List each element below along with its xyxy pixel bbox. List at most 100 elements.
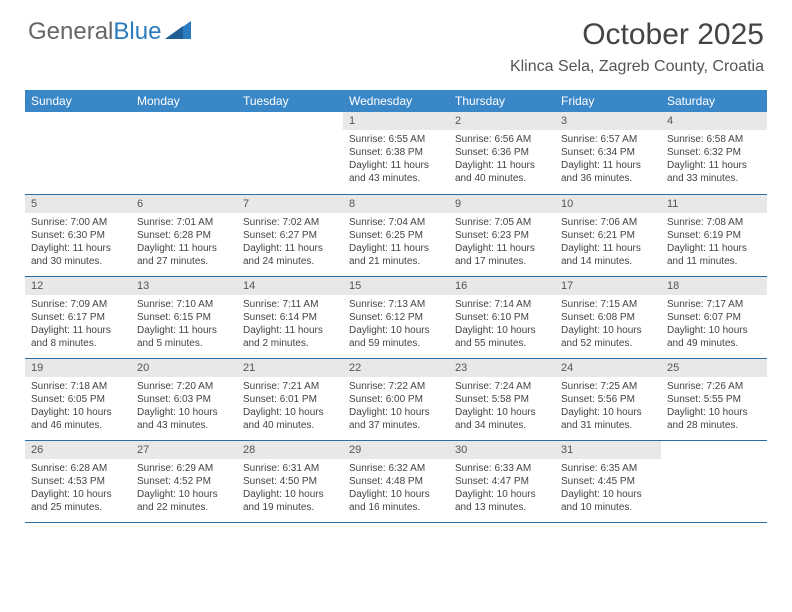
sunrise-text: Sunrise: 6:32 AM	[349, 462, 443, 475]
cell-details: Sunrise: 6:55 AMSunset: 6:38 PMDaylight:…	[343, 130, 449, 189]
daylight2-text: and 13 minutes.	[455, 501, 549, 514]
sunset-text: Sunset: 4:53 PM	[31, 475, 125, 488]
daylight1-text: Daylight: 10 hours	[349, 488, 443, 501]
cell-details: Sunrise: 7:13 AMSunset: 6:12 PMDaylight:…	[343, 295, 449, 354]
daylight1-text: Daylight: 10 hours	[455, 406, 549, 419]
sunrise-text: Sunrise: 6:58 AM	[667, 133, 761, 146]
header: GeneralBlue October 2025 Klinca Sela, Za…	[0, 0, 792, 82]
cell-details: Sunrise: 6:29 AMSunset: 4:52 PMDaylight:…	[131, 459, 237, 518]
daylight2-text: and 21 minutes.	[349, 255, 443, 268]
daylight2-text: and 43 minutes.	[349, 172, 443, 185]
sunset-text: Sunset: 4:48 PM	[349, 475, 443, 488]
daylight1-text: Daylight: 10 hours	[561, 324, 655, 337]
daylight1-text: Daylight: 11 hours	[667, 159, 761, 172]
cell-details: Sunrise: 7:01 AMSunset: 6:28 PMDaylight:…	[131, 213, 237, 272]
daylight1-text: Daylight: 10 hours	[243, 406, 337, 419]
location-text: Klinca Sela, Zagreb County, Croatia	[510, 58, 764, 76]
cell-details: Sunrise: 7:20 AMSunset: 6:03 PMDaylight:…	[131, 377, 237, 436]
day-number: 27	[131, 441, 237, 459]
calendar-cell: 23Sunrise: 7:24 AMSunset: 5:58 PMDayligh…	[449, 358, 555, 440]
day-number: 12	[25, 277, 131, 295]
sunset-text: Sunset: 6:05 PM	[31, 393, 125, 406]
day-number: 13	[131, 277, 237, 295]
day-number: 8	[343, 195, 449, 213]
sunset-text: Sunset: 6:32 PM	[667, 146, 761, 159]
sunrise-text: Sunrise: 7:15 AM	[561, 298, 655, 311]
daylight1-text: Daylight: 10 hours	[561, 488, 655, 501]
cell-details: Sunrise: 7:25 AMSunset: 5:56 PMDaylight:…	[555, 377, 661, 436]
sunrise-text: Sunrise: 7:09 AM	[31, 298, 125, 311]
logo-text-blue: Blue	[113, 18, 161, 46]
daylight1-text: Daylight: 10 hours	[31, 488, 125, 501]
calendar-row: 26Sunrise: 6:28 AMSunset: 4:53 PMDayligh…	[25, 440, 767, 522]
calendar-cell: 25Sunrise: 7:26 AMSunset: 5:55 PMDayligh…	[661, 358, 767, 440]
day-number: 25	[661, 359, 767, 377]
cell-details: Sunrise: 7:18 AMSunset: 6:05 PMDaylight:…	[25, 377, 131, 436]
sunrise-text: Sunrise: 6:56 AM	[455, 133, 549, 146]
day-number: 29	[343, 441, 449, 459]
daylight1-text: Daylight: 11 hours	[349, 159, 443, 172]
sunset-text: Sunset: 6:23 PM	[455, 229, 549, 242]
calendar-cell: 29 Sunrise: 6:32 AMSunset: 4:48 PMDayligh…	[343, 440, 449, 522]
calendar-cell: 10Sunrise: 7:06 AMSunset: 6:21 PMDayligh…	[555, 194, 661, 276]
sunset-text: Sunset: 5:56 PM	[561, 393, 655, 406]
sunrise-text: Sunrise: 7:13 AM	[349, 298, 443, 311]
logo: GeneralBlue	[28, 18, 191, 46]
sunrise-text: Sunrise: 7:08 AM	[667, 216, 761, 229]
calendar-cell	[25, 112, 131, 194]
calendar-cell: 15Sunrise: 7:13 AMSunset: 6:12 PMDayligh…	[343, 276, 449, 358]
sunset-text: Sunset: 4:45 PM	[561, 475, 655, 488]
daylight1-text: Daylight: 10 hours	[667, 406, 761, 419]
day-number	[131, 112, 237, 130]
calendar-cell: 30Sunrise: 6:33 AMSunset: 4:47 PMDayligh…	[449, 440, 555, 522]
day-number	[237, 112, 343, 130]
daylight2-text: and 22 minutes.	[137, 501, 231, 514]
calendar-cell: 6Sunrise: 7:01 AMSunset: 6:28 PMDaylight…	[131, 194, 237, 276]
daylight1-text: Daylight: 10 hours	[349, 324, 443, 337]
calendar-cell	[131, 112, 237, 194]
daylight1-text: Daylight: 10 hours	[455, 324, 549, 337]
logo-text-general: General	[28, 18, 113, 46]
day-number: 15	[343, 277, 449, 295]
sunset-text: Sunset: 6:00 PM	[349, 393, 443, 406]
calendar-cell: 5Sunrise: 7:00 AMSunset: 6:30 PMDaylight…	[25, 194, 131, 276]
daylight1-text: Daylight: 10 hours	[667, 324, 761, 337]
daylight1-text: Daylight: 11 hours	[455, 242, 549, 255]
sunset-text: Sunset: 6:19 PM	[667, 229, 761, 242]
calendar-cell: 13Sunrise: 7:10 AMSunset: 6:15 PMDayligh…	[131, 276, 237, 358]
calendar-cell: 8Sunrise: 7:04 AMSunset: 6:25 PMDaylight…	[343, 194, 449, 276]
daylight1-text: Daylight: 11 hours	[137, 242, 231, 255]
daylight2-text: and 49 minutes.	[667, 337, 761, 350]
day-number: 16	[449, 277, 555, 295]
daylight1-text: Daylight: 11 hours	[31, 324, 125, 337]
cell-details: Sunrise: 7:21 AMSunset: 6:01 PMDaylight:…	[237, 377, 343, 436]
sunrise-text: Sunrise: 7:24 AM	[455, 380, 549, 393]
calendar-cell: 4Sunrise: 6:58 AMSunset: 6:32 PMDaylight…	[661, 112, 767, 194]
sunrise-text: Sunrise: 7:05 AM	[455, 216, 549, 229]
cell-details: Sunrise: 7:15 AMSunset: 6:08 PMDaylight:…	[555, 295, 661, 354]
calendar-cell: 16Sunrise: 7:14 AMSunset: 6:10 PMDayligh…	[449, 276, 555, 358]
sunrise-text: Sunrise: 7:17 AM	[667, 298, 761, 311]
weekday-header: Saturday	[661, 90, 767, 112]
daylight2-text: and 28 minutes.	[667, 419, 761, 432]
sunrise-text: Sunrise: 7:10 AM	[137, 298, 231, 311]
day-number: 2	[449, 112, 555, 130]
sunrise-text: Sunrise: 7:02 AM	[243, 216, 337, 229]
daylight2-text: and 14 minutes.	[561, 255, 655, 268]
day-number: 7	[237, 195, 343, 213]
sunrise-text: Sunrise: 7:04 AM	[349, 216, 443, 229]
cell-details: Sunrise: 6:56 AMSunset: 6:36 PMDaylight:…	[449, 130, 555, 189]
calendar-cell: 21Sunrise: 7:21 AMSunset: 6:01 PMDayligh…	[237, 358, 343, 440]
daylight2-text: and 46 minutes.	[31, 419, 125, 432]
daylight1-text: Daylight: 10 hours	[243, 488, 337, 501]
calendar-cell: 18Sunrise: 7:17 AMSunset: 6:07 PMDayligh…	[661, 276, 767, 358]
sunset-text: Sunset: 6:28 PM	[137, 229, 231, 242]
daylight1-text: Daylight: 11 hours	[137, 324, 231, 337]
sunset-text: Sunset: 6:03 PM	[137, 393, 231, 406]
calendar-header: Sunday Monday Tuesday Wednesday Thursday…	[25, 90, 767, 112]
calendar-cell: 27Sunrise: 6:29 AMSunset: 4:52 PMDayligh…	[131, 440, 237, 522]
daylight2-text: and 30 minutes.	[31, 255, 125, 268]
sunset-text: Sunset: 6:21 PM	[561, 229, 655, 242]
daylight2-text: and 59 minutes.	[349, 337, 443, 350]
sunset-text: Sunset: 6:12 PM	[349, 311, 443, 324]
